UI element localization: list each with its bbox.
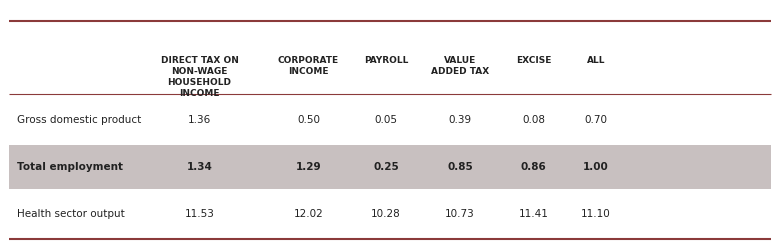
Text: 11.41: 11.41: [519, 209, 548, 219]
Text: 11.53: 11.53: [185, 209, 214, 219]
Text: CORPORATE
INCOME: CORPORATE INCOME: [278, 56, 339, 76]
Text: 0.50: 0.50: [297, 115, 320, 125]
Text: EXCISE: EXCISE: [516, 56, 551, 65]
Text: 0.25: 0.25: [374, 162, 399, 172]
Text: 1.00: 1.00: [583, 162, 609, 172]
Text: 0.85: 0.85: [447, 162, 473, 172]
Text: 11.10: 11.10: [581, 209, 611, 219]
Text: ALL: ALL: [587, 56, 605, 65]
Text: 12.02: 12.02: [293, 209, 323, 219]
FancyBboxPatch shape: [9, 145, 771, 189]
Text: DIRECT TAX ON
NON-WAGE
HOUSEHOLD
INCOME: DIRECT TAX ON NON-WAGE HOUSEHOLD INCOME: [161, 56, 239, 98]
Text: 0.08: 0.08: [523, 115, 545, 125]
Text: 10.73: 10.73: [445, 209, 475, 219]
Text: Total employment: Total employment: [17, 162, 123, 172]
Text: 1.29: 1.29: [296, 162, 321, 172]
Text: VALUE
ADDED TAX: VALUE ADDED TAX: [431, 56, 489, 76]
Text: 0.05: 0.05: [374, 115, 398, 125]
Text: 0.70: 0.70: [584, 115, 608, 125]
Text: Health sector output: Health sector output: [17, 209, 125, 219]
Text: 0.86: 0.86: [521, 162, 547, 172]
Text: 0.39: 0.39: [448, 115, 472, 125]
Text: PAYROLL: PAYROLL: [364, 56, 408, 65]
Text: Gross domestic product: Gross domestic product: [17, 115, 141, 125]
Text: 10.28: 10.28: [371, 209, 401, 219]
Text: 1.34: 1.34: [186, 162, 212, 172]
Text: 1.36: 1.36: [188, 115, 211, 125]
